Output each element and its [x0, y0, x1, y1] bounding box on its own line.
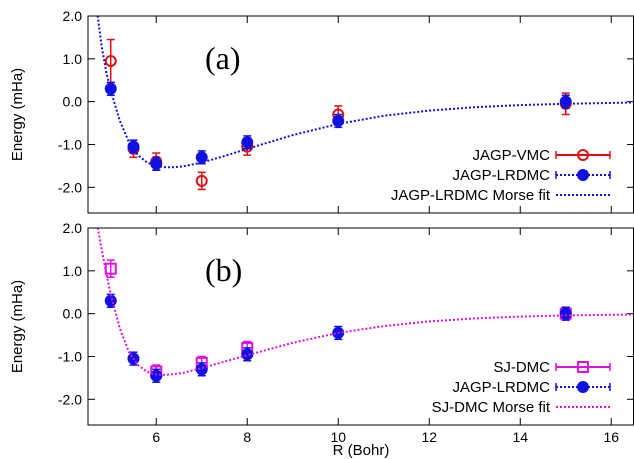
legend-entry: JAGP-LRDMC: [452, 167, 610, 184]
panel-a-legend: JAGP-VMC JAGP-LRDMC JAGP-LRDMC Morse fit: [391, 147, 610, 204]
panel-b-xtick-label: 6: [152, 429, 160, 445]
data-point: [196, 364, 207, 375]
panel-b-xtick-label: 12: [421, 429, 437, 445]
panel-b-legend: SJ-DMC JAGP-LRDMC SJ-DMC Morse fit: [432, 359, 610, 416]
data-point: [196, 152, 207, 163]
legend-marker: [578, 382, 589, 393]
legend-entry: JAGP-VMC: [472, 147, 610, 164]
fit-curve: [97, 12, 634, 168]
legend-label: JAGP-LRDMC Morse fit: [391, 187, 551, 204]
data-point: [151, 370, 162, 381]
panel-a-label: (a): [205, 40, 241, 76]
legend-label: JAGP-VMC: [472, 147, 550, 164]
data-point: [105, 295, 116, 306]
legend-label: JAGP-LRDMC: [452, 167, 550, 184]
fit-curve: [97, 224, 634, 375]
panel-b-y-axis-label: Energy (mHa): [9, 280, 26, 373]
data-point: [560, 308, 571, 319]
panel-a-ytick-label: 1.0: [63, 51, 83, 67]
legend-entry: SJ-DMC: [493, 359, 610, 376]
panel-b-ytick-label: 2.0: [63, 220, 83, 236]
panel-b-ytick-label: 0.0: [63, 306, 83, 322]
data-point: [560, 96, 571, 107]
panel-a-plot-frame: [88, 16, 634, 213]
panel-b-plot-frame: [88, 228, 634, 425]
panel-a: 2.0 1.0 0.0 -1.0 -2.0 Energy (mHa) (a) JAGP-VMC…: [9, 8, 634, 213]
panel-b-xtick-label: 16: [603, 429, 619, 445]
panel-b-label: (b): [205, 252, 242, 288]
x-axis-label: R (Bohr): [333, 442, 390, 459]
panel-b-xtick-label: 14: [512, 429, 528, 445]
legend-label: SJ-DMC Morse fit: [432, 399, 551, 416]
legend-label: SJ-DMC: [493, 359, 550, 376]
legend-label: JAGP-LRDMC: [452, 379, 550, 396]
legend-entry: JAGP-LRDMC Morse fit: [391, 187, 610, 204]
panel-a-ytick-label: -1.0: [58, 136, 82, 152]
legend-entry: JAGP-LRDMC: [452, 379, 610, 396]
panel-b-series-sj-dmc-morse-fit: [97, 224, 634, 375]
data-point: [105, 83, 116, 94]
panel-a-series-jagp-lrdmc-morse-fit: [97, 12, 634, 168]
panel-a-ytick-label: 2.0: [63, 8, 83, 24]
panel-b-xtick-label: 8: [243, 429, 251, 445]
panel-b-ytick-label: -2.0: [58, 391, 82, 407]
panel-b-ytick-label: 1.0: [63, 263, 83, 279]
panel-a-y-axis-label: Energy (mHa): [9, 68, 26, 161]
data-point: [151, 158, 162, 169]
panel-b-ytick-label: -1.0: [58, 348, 82, 364]
data-point: [242, 349, 253, 360]
legend-marker: [578, 170, 589, 181]
panel-a-ytick-label: 0.0: [63, 94, 83, 110]
panel-a-ytick-label: -2.0: [58, 179, 82, 195]
data-point: [242, 137, 253, 148]
legend-entry: SJ-DMC Morse fit: [432, 399, 610, 416]
